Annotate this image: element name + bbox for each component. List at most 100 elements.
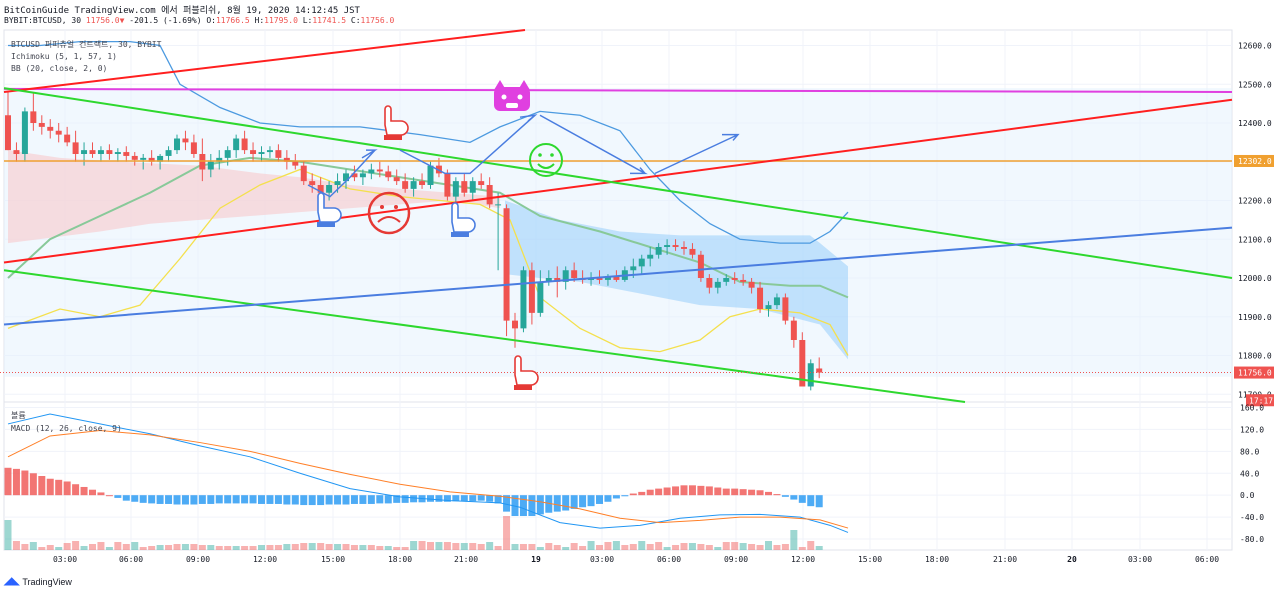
price-axis[interactable]: 12600.012500.012400.012300.012200.012100… [1234, 42, 1274, 407]
macd-histogram-bar [258, 495, 265, 504]
macd-histogram-bar [181, 495, 189, 505]
macd-histogram-bar [460, 495, 468, 502]
macd-histogram-bar [350, 495, 358, 504]
macd-histogram-bar [596, 495, 603, 504]
volume-bar [629, 544, 637, 550]
candle-body [664, 245, 671, 247]
volume-bar [342, 544, 350, 550]
angry-face-mouth [377, 216, 401, 223]
volume-bar [122, 544, 130, 550]
volume-bar [258, 545, 265, 550]
red-lower-trendline [3, 98, 1233, 264]
smile-face-eye [538, 153, 542, 157]
volume-bar [291, 544, 299, 550]
candle-body [376, 169, 383, 172]
macd-axis[interactable]: 160.0 120.0 80.0 40.0 0.0 -40.0 -80.0 [1240, 403, 1264, 544]
close-value: 11756.0 [360, 16, 395, 25]
time-tick-label: 15:00 [858, 555, 882, 564]
bb-lower [7, 168, 849, 356]
volume-bar [790, 530, 798, 550]
candle-body [182, 138, 189, 143]
tradingview-logo[interactable]: ◢◣ TradingView [4, 576, 72, 587]
candle-body [419, 181, 426, 185]
trendlines-group[interactable] [0, 29, 1233, 403]
time-tick-label: 18:00 [388, 555, 412, 564]
volume-bar [528, 544, 536, 550]
macd-tick-label: 120.0 [1240, 425, 1264, 434]
volume-bar [612, 541, 620, 550]
macd-histogram-bar [765, 491, 772, 496]
volume-bar [781, 544, 789, 550]
pointing-hand-icon-cuff [514, 385, 532, 390]
volume-bar [173, 544, 181, 550]
volume-bar [511, 544, 519, 550]
macd-histogram-bar [469, 495, 477, 502]
macd-histogram-bar [89, 489, 96, 496]
volume-bar [798, 547, 806, 550]
macd-histogram-bar [790, 495, 798, 500]
time-axis[interactable]: 03:00 06:00 09:00 12:00 15:00 18:00 21:00 19 03:… [53, 555, 1219, 564]
candle-body [275, 150, 282, 158]
volume-bar [4, 520, 12, 550]
volume-bar [469, 543, 477, 550]
candle-body [613, 276, 620, 280]
macd-histogram-bar [688, 485, 696, 496]
macd-histogram-bar [131, 495, 139, 502]
macd-histogram-bar [21, 470, 29, 496]
volume-bar [165, 545, 173, 550]
candle-body [300, 165, 307, 182]
candle-body [748, 281, 755, 288]
macd-pane[interactable] [3, 401, 1233, 551]
candle-body [131, 155, 138, 160]
volume-bar [21, 544, 29, 550]
volume-bar [536, 547, 544, 550]
volume-bar [38, 547, 46, 550]
macd-histogram-bar [815, 495, 823, 508]
cat-snout [506, 103, 518, 108]
arrow-up-2 [399, 114, 538, 175]
candle-body [537, 281, 544, 313]
volume-bar [494, 546, 502, 550]
price-tick-label: 11800.0 [1238, 352, 1272, 361]
volume-bar [815, 546, 823, 550]
macd-histogram-bar [122, 495, 130, 501]
macd-histogram-bar [105, 495, 113, 497]
macd-histogram-bar [503, 495, 511, 512]
macd-histogram-bar [410, 495, 418, 503]
volume-bar [148, 546, 156, 550]
cat-ear [494, 80, 506, 90]
pointing-hand-icon-cuff [317, 222, 335, 227]
candle-body [512, 320, 518, 329]
macd-histogram-bar [435, 495, 443, 502]
macd-histogram-bar [570, 495, 578, 509]
volume-bar [215, 546, 223, 550]
time-tick-label: 21:00 [993, 555, 1017, 564]
pointing-hand-icon [451, 202, 476, 233]
volume-bar [807, 541, 815, 550]
candle-body [452, 181, 459, 197]
macd-histogram-bar [781, 495, 789, 497]
price-tick-label: 12200.0 [1238, 197, 1272, 206]
macd-histogram-bar [376, 495, 384, 504]
legend-ichimoku: Ichimoku (5, 1, 57, 1) [11, 52, 117, 61]
macd-histogram-bar [562, 495, 570, 511]
magenta-level-line [3, 87, 1233, 93]
volume-bar [519, 544, 527, 550]
candle-body [30, 111, 37, 123]
macd-histogram-bar [232, 495, 240, 504]
last-price-tag: 11756.0 [1238, 369, 1272, 378]
angry-face-eye [380, 205, 384, 209]
macd-histogram-bar [173, 495, 181, 505]
volume-bar [748, 544, 756, 550]
macd-histogram-bar [156, 495, 164, 504]
volume-bar [663, 547, 671, 550]
macd-histogram-bar [722, 488, 730, 496]
candle-body [21, 111, 28, 154]
macd-histogram-bar [494, 495, 502, 504]
time-tick-label: 21:00 [454, 555, 478, 564]
macd-indicator [4, 413, 849, 550]
candle-body [266, 150, 273, 153]
candle-body [250, 150, 257, 154]
macd-histogram-bar [748, 489, 756, 496]
